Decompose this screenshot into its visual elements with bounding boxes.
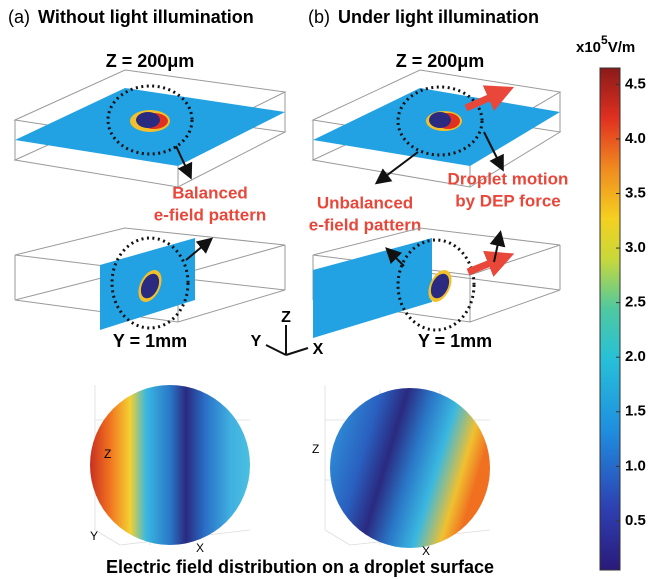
annotation: Unbalanced xyxy=(317,193,413,212)
tick-label: 2.5 xyxy=(625,294,646,311)
axis-label: Y xyxy=(90,529,98,543)
axis-label: X xyxy=(196,541,204,555)
figure: (a) Without light illumination (b) Under… xyxy=(0,0,667,579)
axis-label: X xyxy=(313,341,324,358)
unit-suffix: V/m xyxy=(608,39,636,56)
tick-label: 3.0 xyxy=(625,239,646,256)
tick-label: 4.5 xyxy=(625,75,646,92)
colorbar xyxy=(600,68,620,570)
plane-label: Y = 1mm xyxy=(113,331,187,351)
annotation: by DEP force xyxy=(455,191,561,210)
tick-label: 0.5 xyxy=(625,512,646,529)
axes-triad xyxy=(266,325,308,355)
plane-label: Z = 200μm xyxy=(396,51,485,71)
annotation: Droplet motion xyxy=(448,169,569,188)
panel-title: Under light illumination xyxy=(338,7,539,27)
panel-title: Without light illumination xyxy=(38,7,254,27)
unit-prefix: x10 xyxy=(576,39,601,56)
plane-label: Y = 1mm xyxy=(418,331,492,351)
tick-label: 2.0 xyxy=(625,348,646,365)
axis-label: Z xyxy=(312,442,319,456)
panel-label: (a) xyxy=(8,7,30,27)
tick-label: 1.5 xyxy=(625,403,646,420)
slab-plot xyxy=(313,228,560,338)
tick-label: 1.0 xyxy=(625,457,646,474)
caption: Electric field distribution on a droplet… xyxy=(106,557,494,577)
panel-label: (b) xyxy=(308,7,330,27)
slab-plot xyxy=(15,70,285,187)
tick-label: 3.5 xyxy=(625,184,646,201)
sphere-plot xyxy=(90,385,250,545)
sphere-plot xyxy=(325,385,490,548)
colorbar-unit: x105V/m xyxy=(576,33,635,56)
axis-label: Z xyxy=(104,447,111,461)
axis-label: Y xyxy=(251,333,262,350)
tick-label: 4.0 xyxy=(625,130,646,147)
annotation: e-field pattern xyxy=(154,205,266,224)
plane-label: Z = 200μm xyxy=(106,51,195,71)
slab-plot xyxy=(15,228,285,330)
axis-label: Z xyxy=(281,309,291,326)
annotation: Balanced xyxy=(172,183,248,202)
